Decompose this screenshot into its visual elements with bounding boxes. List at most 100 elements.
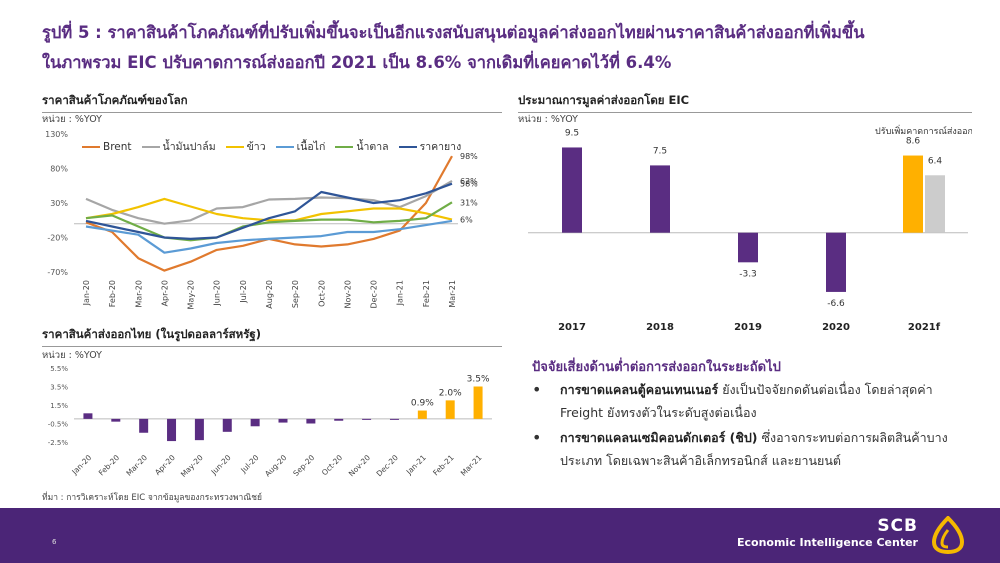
data-label: 2.0% xyxy=(439,388,462,398)
x-tick-label: Mar-20 xyxy=(124,453,149,478)
x-tick-label: Nov-20 xyxy=(343,280,352,308)
data-label: -6.6 xyxy=(827,299,845,309)
legend-swatch xyxy=(82,145,100,148)
page-number: 6 xyxy=(52,538,57,546)
series-line xyxy=(85,201,453,242)
x-tick-label: Jul-20 xyxy=(238,453,260,475)
x-tick-label: Feb-20 xyxy=(108,280,117,307)
y-tick-label: 1.5% xyxy=(50,402,68,410)
series-line xyxy=(85,179,453,225)
x-tick-label: Mar-20 xyxy=(134,280,143,308)
bar xyxy=(650,165,670,233)
bar xyxy=(111,418,121,422)
x-tick-label: Jun-20 xyxy=(213,280,222,307)
data-label: 6.4 xyxy=(928,156,943,166)
legend-swatch xyxy=(141,145,160,148)
series-line xyxy=(85,219,453,254)
x-tick-label: Dec-20 xyxy=(370,280,379,309)
x-tick-label: Mar-21 xyxy=(448,280,457,308)
legend-swatch xyxy=(275,145,294,148)
bar xyxy=(194,418,204,441)
bar xyxy=(445,400,455,419)
bar xyxy=(903,155,923,233)
bar xyxy=(250,418,260,427)
bar xyxy=(925,175,945,233)
end-data-label: 31% xyxy=(460,198,478,207)
data-label: 7.5 xyxy=(653,146,667,156)
x-tick-label: Nov-20 xyxy=(347,453,372,478)
bar xyxy=(83,413,93,419)
legend-item: น้ำตาล xyxy=(335,138,389,155)
eic-forecast-chart-title: ประมาณการมูลค่าส่งออกโดย EIC xyxy=(518,92,972,113)
x-tick-label: Apr-20 xyxy=(160,280,169,306)
x-tick-label: 2018 xyxy=(646,322,674,333)
risk-item-text: ซึ่งอาจกระทบต่อการผลิตสินค้าบางประเภท โด… xyxy=(560,430,948,468)
series-line xyxy=(85,155,453,272)
end-data-label: 58% xyxy=(460,180,478,189)
x-tick-label: 2017 xyxy=(558,322,586,333)
bar xyxy=(826,232,846,292)
y-tick-label: 3.5% xyxy=(50,384,68,392)
risk-item: • การขาดแคลนตู้คอนเทนเนอร์ ยังเป็นปัจจัย… xyxy=(532,378,962,424)
legend-label: เนื้อไก่ xyxy=(296,141,326,153)
series-line xyxy=(85,197,453,222)
y-tick-label: -20% xyxy=(47,234,68,243)
x-tick-label: Jan-21 xyxy=(396,280,405,306)
data-label: 3.5% xyxy=(467,375,490,385)
risk-item-bold: การขาดแคลนเซมิคอนดักเตอร์ (ชิป) xyxy=(560,430,758,445)
x-tick-label: May-20 xyxy=(179,453,205,479)
legend-item: Brent xyxy=(82,138,132,155)
export-price-bar-chart: 5.5% 3.5% 1.5% -0.5% -2.5%Jan-20 Feb-20 Mar-20… xyxy=(48,365,492,479)
x-tick-label: Sep-20 xyxy=(291,453,316,478)
legend-item: เนื้อไก่ xyxy=(275,138,326,155)
bar xyxy=(334,418,344,421)
bar xyxy=(389,418,399,420)
commodity-legend: Brent น้ำมันปาล์ม ข้าว เนื้อไก่ น้ำตาล ราคายา… xyxy=(82,138,461,155)
bar xyxy=(278,418,288,423)
x-tick-label: Aug-20 xyxy=(265,280,274,309)
legend-item: ราคายาง xyxy=(398,138,461,155)
x-tick-label: Aug-20 xyxy=(263,453,289,479)
x-tick-label: Feb-21 xyxy=(431,453,456,478)
scb-logo-icon xyxy=(931,516,965,554)
risk-item: • การขาดแคลนเซมิคอนดักเตอร์ (ชิป) ซึ่งอา… xyxy=(532,426,962,472)
bar xyxy=(738,232,758,263)
data-label: -3.3 xyxy=(739,269,757,279)
bullet-icon: • xyxy=(532,428,542,447)
x-tick-label: Oct-20 xyxy=(320,453,344,477)
risk-item-text: ยังเป็นปัจจัยกดดันต่อเนื่อง โดยล่าสุดค่า… xyxy=(560,382,933,420)
x-tick-label: Feb-20 xyxy=(97,453,122,478)
legend-swatch xyxy=(225,145,244,148)
y-tick-label: -2.5% xyxy=(48,439,69,447)
x-tick-label: 2021f xyxy=(908,322,941,333)
risk-title: ปัจจัยเสี่ยงด้านต่ำต่อการส่งออกในระยะถัด… xyxy=(532,360,781,375)
x-tick-label: Jan-20 xyxy=(82,280,91,306)
end-data-label: 6% xyxy=(460,216,473,225)
bar xyxy=(417,410,427,419)
x-tick-label: Mar-21 xyxy=(459,453,484,478)
annotation: ปรับเพิ่มคาดการณ์ส่งออก xyxy=(875,124,972,137)
bar xyxy=(562,147,582,233)
risk-item-bold: การขาดแคลนตู้คอนเทนเนอร์ xyxy=(560,382,719,397)
bar xyxy=(222,418,232,432)
y-tick-label: 5.5% xyxy=(50,365,68,373)
y-tick-label: 130% xyxy=(45,130,68,139)
brand-name: SCB xyxy=(877,516,918,536)
data-label: 8.6 xyxy=(906,137,921,147)
x-tick-label: 2020 xyxy=(822,322,850,333)
y-tick-label: 80% xyxy=(50,165,68,174)
commodity-line-chart: 130% 80% 30% -20% -70% Jan-20 Feb-20 Mar-20 Apr-… xyxy=(45,130,478,309)
bullet-icon: • xyxy=(532,380,542,399)
brand-subtitle: Economic Intelligence Center xyxy=(736,536,918,549)
x-tick-label: Oct-20 xyxy=(317,280,326,307)
x-tick-label: Jun-20 xyxy=(209,453,233,477)
bar xyxy=(473,386,483,419)
legend-item: น้ำมันปาล์ม xyxy=(141,138,216,155)
commodity-chart-title: ราคาสินค้าโภคภัณฑ์ของโลก xyxy=(42,92,502,113)
data-label: 9.5 xyxy=(565,128,579,138)
x-tick-label: Jul-20 xyxy=(239,280,248,304)
end-data-label: 62% xyxy=(460,177,478,186)
x-tick-label: Feb-21 xyxy=(422,280,431,307)
x-tick-label: Dec-20 xyxy=(375,453,400,478)
data-label: 0.9% xyxy=(411,399,434,409)
